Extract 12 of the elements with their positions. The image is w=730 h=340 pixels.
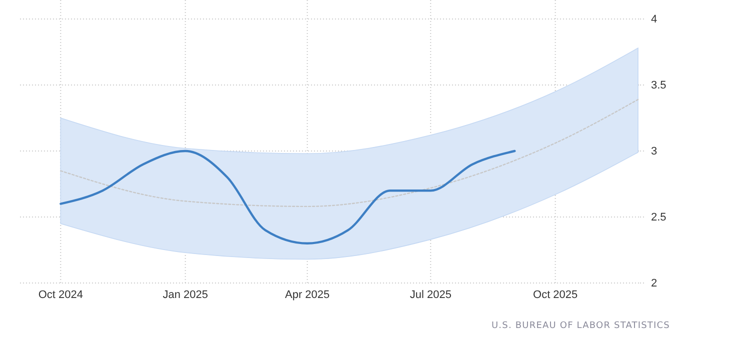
y-tick-label: 2.5	[651, 212, 666, 224]
x-tick-label: Apr 2025	[284, 288, 330, 301]
x-tick-label: Oct 2025	[533, 288, 578, 301]
x-tick-label: Jul 2025	[410, 288, 452, 301]
y-tick-label: 4	[651, 14, 658, 26]
x-tick-label: Oct 2024	[38, 288, 83, 301]
y-tick-label: 2	[651, 278, 658, 290]
y-tick-label: 3	[651, 146, 658, 158]
x-tick-label: Jan 2025	[162, 288, 208, 301]
line-series	[60, 150, 516, 244]
y-tick-label: 3.5	[651, 80, 666, 92]
text: U.S. BUREAU OF LABOR STATISTICS	[492, 321, 670, 331]
